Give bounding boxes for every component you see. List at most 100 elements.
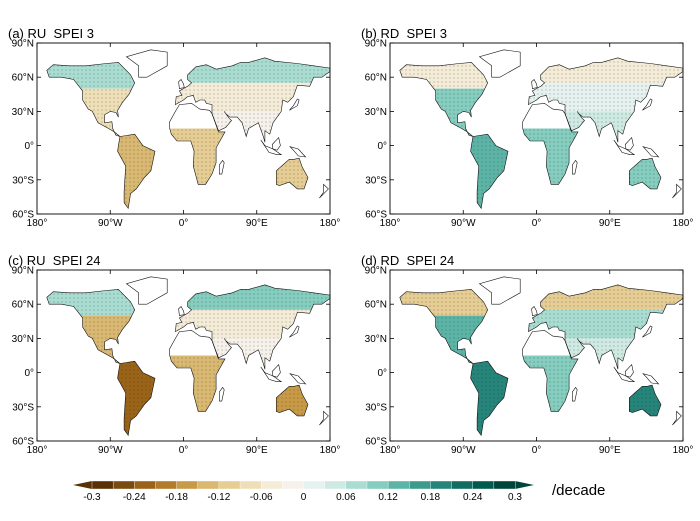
- lon-tick-label: 180°: [27, 218, 48, 229]
- coastline-au: [275, 157, 309, 190]
- lon-tick-label: 90°W: [451, 218, 476, 229]
- significance-stipple: [175, 82, 312, 112]
- colorbar-bin: [472, 480, 495, 490]
- significance-stipple: [433, 315, 485, 364]
- coastline-af: [522, 330, 579, 412]
- lat-tick-label: 90°N: [12, 266, 34, 277]
- coastline-eu: [528, 284, 684, 370]
- colorbar-bin: [197, 480, 220, 490]
- coastline-gl: [125, 276, 168, 305]
- lon-tick-label: 0°: [179, 445, 189, 456]
- colorbar-bin: [345, 480, 368, 490]
- lon-tick-label: 0°: [532, 218, 542, 229]
- lat-tick-label: 30°N: [12, 334, 34, 345]
- colorbar-bin: [451, 480, 474, 490]
- coastline-jp: [289, 98, 300, 111]
- significance-stipple: [117, 134, 155, 209]
- lon-tick-label: 180°: [380, 445, 401, 456]
- significance-stipple: [470, 134, 508, 209]
- lon-tick-label: 90°E: [246, 218, 268, 229]
- coastline-ng: [642, 146, 660, 158]
- significance-stipple: [528, 309, 665, 339]
- significance-stipple: [528, 82, 665, 112]
- colorbar-bin: [493, 480, 516, 490]
- lon-tick-label: 0°: [532, 445, 542, 456]
- coastline-na: [46, 289, 136, 364]
- colorbar-bin: [430, 480, 453, 490]
- significance-stipple: [522, 355, 578, 412]
- lat-tick-label: 30°N: [365, 107, 387, 118]
- colorbar-bin: [239, 480, 262, 490]
- lat-tick-label: 30°S: [12, 402, 34, 413]
- colorbar-bin: [324, 480, 347, 490]
- lon-tick-label: 90°E: [599, 445, 621, 456]
- lon-tick-label: 90°W: [98, 218, 123, 229]
- lat-tick-label: 60°N: [12, 300, 34, 311]
- significance-stipple: [276, 158, 308, 189]
- significance-stipple: [117, 361, 155, 436]
- colorbar-tick-label: 0.24: [463, 492, 483, 503]
- significance-stipple: [187, 57, 330, 83]
- colorbar-tick-label: -0.3: [83, 492, 101, 503]
- significance-stipple: [276, 385, 308, 416]
- coastline-bo: [271, 136, 281, 151]
- coastline-ind: [260, 139, 283, 155]
- colorbar-bin: [155, 480, 178, 490]
- lat-tick-label: 60°N: [12, 73, 34, 84]
- coastline-sa: [470, 360, 509, 437]
- significance-stipple: [540, 57, 683, 83]
- lat-tick-label: 30°S: [365, 175, 387, 186]
- coastline-au: [628, 157, 662, 190]
- coastline-mg: [571, 159, 578, 175]
- lat-tick-label: 30°N: [12, 107, 34, 118]
- coastline-eu: [528, 57, 684, 143]
- lon-tick-label: 180°: [673, 218, 694, 229]
- coastline-af: [169, 103, 226, 185]
- colorbar-bin: [134, 480, 156, 490]
- significance-stipple: [169, 128, 225, 185]
- colorbar-tick-label: -0.12: [208, 492, 231, 503]
- coastline-uk: [178, 306, 185, 316]
- lat-tick-label: 0°: [24, 368, 34, 379]
- colorbar-low-extend: [73, 481, 92, 489]
- lon-tick-label: 90°W: [451, 445, 476, 456]
- coastline-jp: [289, 325, 300, 338]
- significance-stipple: [629, 158, 661, 189]
- coastline-eu: [175, 57, 331, 143]
- coastline-jp: [642, 325, 653, 338]
- colorbar-tick-label: -0.24: [123, 492, 146, 503]
- panel-d-title: (d) RD SPEI 24: [361, 253, 455, 268]
- lat-tick-label: 60°N: [365, 73, 387, 84]
- colorbar: -0.3 -0.24 -0.18 -0.12 -0.06 0 0.06 0.12 0.18 0.2…: [73, 480, 534, 503]
- significance-stipple: [212, 111, 282, 143]
- coastline-gl: [478, 49, 521, 78]
- colorbar-bin: [409, 480, 431, 490]
- coastline-jp: [642, 98, 653, 111]
- lat-tick-label: 30°S: [365, 402, 387, 413]
- colorbar-unit: /decade: [552, 482, 606, 499]
- colorbar-bin: [176, 480, 199, 490]
- lon-tick-label: 180°: [380, 218, 401, 229]
- lat-tick-label: 90°N: [365, 39, 387, 50]
- lat-tick-label: 60°S: [12, 210, 34, 221]
- coastline-mg: [571, 386, 578, 402]
- lat-tick-label: 90°N: [365, 266, 387, 277]
- significance-stipple: [80, 88, 132, 137]
- lat-tick-label: 60°S: [365, 437, 387, 448]
- coastline-au: [628, 384, 662, 417]
- coastline-af: [522, 103, 579, 185]
- significance-stipple: [522, 128, 578, 185]
- coastline-sa: [117, 360, 156, 437]
- lon-tick-label: 90°W: [98, 445, 123, 456]
- significance-stipple: [629, 385, 661, 416]
- significance-stipple: [46, 62, 135, 89]
- coastline-uk: [531, 79, 538, 89]
- coastline-na: [399, 289, 489, 364]
- colorbar-bin: [282, 480, 305, 490]
- coastline-au: [275, 384, 309, 417]
- significance-stipple: [212, 338, 282, 370]
